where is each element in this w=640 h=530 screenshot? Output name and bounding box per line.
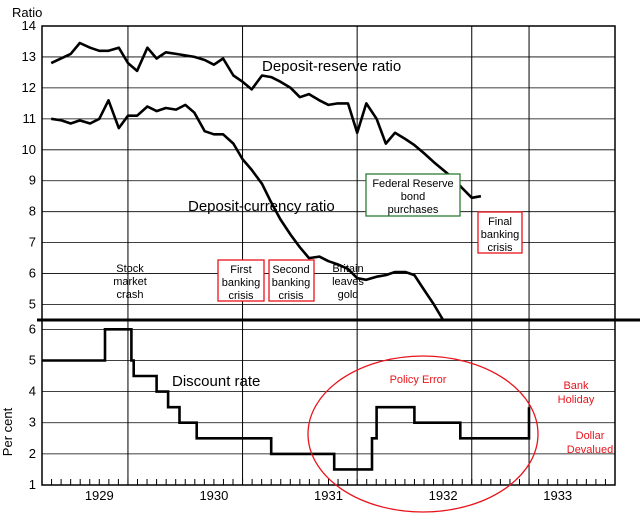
svg-text:bond: bond bbox=[401, 191, 425, 203]
deposit-currency-label: Deposit-currency ratio bbox=[188, 198, 335, 215]
svg-text:Britain: Britain bbox=[332, 263, 363, 275]
deposit-currency-line bbox=[51, 99, 445, 321]
svg-text:crash: crash bbox=[117, 289, 144, 301]
annotation-stock-crash: Stock market crash bbox=[113, 263, 147, 301]
ratio-tick-label: 14 bbox=[22, 18, 36, 33]
svg-text:crisis: crisis bbox=[228, 290, 254, 302]
svg-text:Holiday: Holiday bbox=[558, 394, 595, 406]
ratio-tick-label: 12 bbox=[22, 80, 36, 95]
ratio-tick-label: 13 bbox=[22, 49, 36, 64]
svg-text:First: First bbox=[230, 264, 251, 276]
year-tick-label: 1929 bbox=[85, 488, 114, 503]
percent-axis-label: Per cent bbox=[0, 407, 15, 456]
svg-text:Final: Final bbox=[488, 216, 512, 228]
annotation-second-crisis: Second banking crisis bbox=[268, 259, 315, 302]
year-tick-label: 1931 bbox=[314, 488, 343, 503]
svg-text:Second: Second bbox=[272, 264, 309, 276]
annotation-fed-purchases: Federal Reserve bond purchases bbox=[365, 173, 461, 217]
svg-text:banking: banking bbox=[481, 229, 520, 241]
deposit-reserve-line bbox=[50, 41, 482, 200]
svg-text:crisis: crisis bbox=[278, 290, 304, 302]
year-tick-label: 1932 bbox=[429, 488, 458, 503]
svg-text:Devalued: Devalued bbox=[567, 444, 613, 456]
svg-text:banking: banking bbox=[222, 277, 261, 289]
ratio-tick-label: 10 bbox=[22, 142, 36, 157]
svg-text:Dollar: Dollar bbox=[576, 430, 605, 442]
svg-text:Federal Reserve: Federal Reserve bbox=[372, 178, 453, 190]
svg-text:market: market bbox=[113, 276, 147, 288]
percent-tick-label: 3 bbox=[29, 415, 36, 430]
discount-rate-label: Discount rate bbox=[172, 373, 260, 390]
svg-text:Bank: Bank bbox=[563, 380, 589, 392]
ratio-tick-label: 5 bbox=[29, 297, 36, 312]
percent-tick-label: 6 bbox=[29, 321, 36, 336]
svg-text:Stock: Stock bbox=[116, 263, 144, 275]
annotation-first-crisis: First banking crisis bbox=[217, 259, 265, 302]
annotation-bank-holiday: Bank Holiday bbox=[558, 380, 595, 406]
annotation-final-crisis: Final banking crisis bbox=[477, 211, 523, 254]
svg-text:gold: gold bbox=[338, 289, 359, 301]
percent-tick-label: 4 bbox=[29, 384, 36, 399]
year-tick-label: 1933 bbox=[543, 488, 572, 503]
ratio-tick-label: 7 bbox=[29, 235, 36, 250]
policy-error-label: Policy Error bbox=[390, 374, 447, 386]
ratio-tick-label: 11 bbox=[23, 111, 37, 126]
ratio-tick-label: 6 bbox=[29, 266, 36, 281]
percent-tick-label: 5 bbox=[29, 352, 36, 367]
svg-text:purchases: purchases bbox=[388, 204, 439, 216]
ratio-axis-label: Ratio bbox=[12, 5, 42, 20]
deposit-reserve-label: Deposit-reserve ratio bbox=[262, 58, 401, 75]
svg-text:leaves: leaves bbox=[332, 276, 364, 288]
policy-error-ellipse bbox=[307, 355, 539, 513]
percent-tick-label: 2 bbox=[29, 446, 36, 461]
ratio-tick-label: 8 bbox=[29, 204, 36, 219]
annotation-britain-gold: Britain leaves gold bbox=[332, 263, 364, 301]
percent-tick-label: 1 bbox=[29, 477, 36, 492]
svg-text:banking: banking bbox=[272, 277, 311, 289]
ratio-tick-label: 9 bbox=[29, 173, 36, 188]
annotation-dollar-devalued: Dollar Devalued bbox=[567, 430, 613, 456]
year-tick-label: 1930 bbox=[199, 488, 228, 503]
svg-text:crisis: crisis bbox=[487, 242, 513, 254]
series bbox=[42, 41, 531, 471]
discount-rate-line bbox=[42, 328, 531, 471]
